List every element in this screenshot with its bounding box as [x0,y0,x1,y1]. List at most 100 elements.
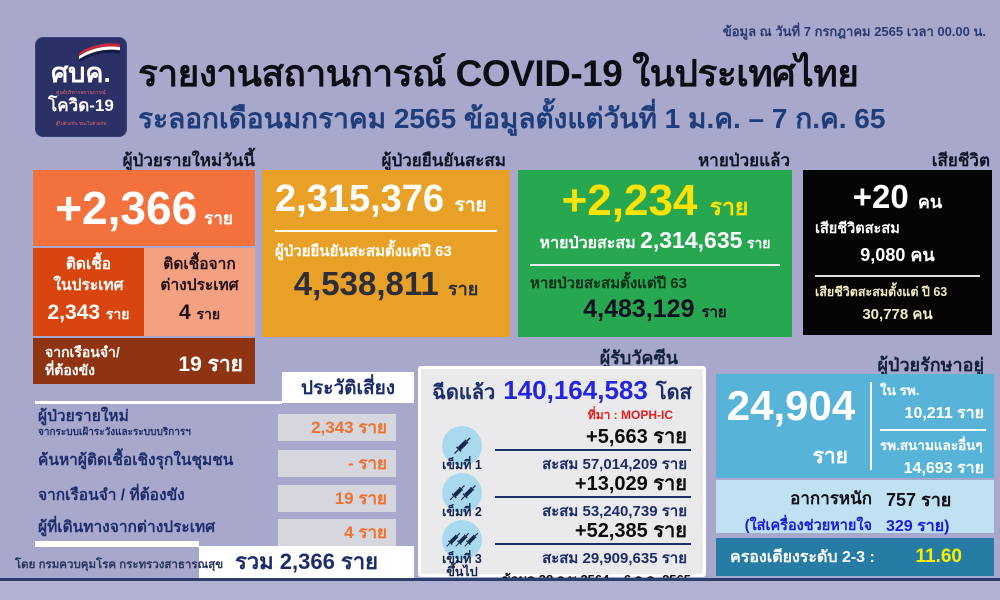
ventilator-value: 329 ราย) [886,518,950,535]
dose3-label: เข็มที่ 3 [442,552,482,566]
hospital-label: ใน รพ. [880,383,920,398]
divider [815,275,980,277]
new-cases-breakdown: ติดเชื้อ ในประเทศ 2,343 ราย ติดเชื้อจาก … [33,248,255,336]
imported-label-2: ต่างประเทศ [160,276,239,294]
treatment-unit: ราย [812,445,848,468]
cumulative-header: ผู้ป่วยยืนยันสะสม [381,151,506,170]
risk-row-label: ผู้ป่วยรายใหม่ จากระบบเฝ้าระวังและระบบบร… [38,408,191,439]
logo-abbr: ศบค. [51,58,111,88]
cumulative-card: 2,315,376 ราย ผู้ป่วยยืนยันสะสมตั้งแต่ปี… [262,170,510,337]
risk-history-header: ประวัติเสี่ยง [282,372,414,403]
imported-label-1: ติดเชื้อจาก [163,256,236,273]
domestic-unit: ราย [105,305,130,322]
dose3-label2: ขึ้นไป [446,565,478,580]
divider [35,541,199,547]
risk-total: รวม 2,366 ราย [199,546,414,578]
field-hospital-value: 14,693 ราย [903,460,984,477]
vaccine-unit: โดส [655,382,692,404]
imported-value: 4 [178,300,191,324]
bottom-strip [0,578,1000,600]
deaths-unit: คน [917,192,943,212]
deaths-header: เสียชีวิต [931,151,990,170]
imported-cases-cell: ติดเชื้อจาก ต่างประเทศ 4 ราย [144,248,255,336]
risk-value-2: 19 ราย [278,485,396,512]
recovered-unit: ราย [709,194,749,220]
thai-flag-icon [77,41,121,66]
prison-label-1: จากเรือนจำ/ [45,343,120,360]
recovered-value: +2,234 [561,176,698,225]
domestic-label-2: ในประเทศ [53,276,124,294]
domestic-label-1: ติดเชื้อ [65,256,112,273]
severe-cases-box: อาการหนัก 757 ราย (ใส่เครื่องช่วยหายใจ 3… [716,480,994,535]
cumulative-since63-label: ผู้ป่วยยืนยันสะสมตั้งแต่ปี 63 [275,243,452,260]
deaths-value: +20 [852,178,909,215]
recovered-since63-label: หายป่วยสะสมตั้งแต่ปี 63 [530,274,687,292]
recovered-cum-unit: ราย [746,234,771,251]
dose1-cum: สะสม 57,014,209 ราย [542,456,687,473]
dose3-row: เข็มที่ 3 ขึ้นไป +52,385 ราย สะสม 29,909… [429,520,695,579]
cumulative-value: 2,315,376 [275,178,445,220]
page-subtitle: ระลอกเดือนมกราคม 2565 ข้อมูลตั้งแต่วันที… [138,103,886,134]
severe-label: อาการหนัก [790,489,872,508]
severe-value: 757 ราย [886,490,952,510]
treatment-card: 24,904 ราย ใน รพ. 10,211 ราย รพ.สนามและอ… [716,374,994,478]
recovered-card: +2,234 ราย หายป่วยสะสม 2,314,635 ราย หาย… [518,170,792,337]
page-title: รายงานสถานการณ์ COVID-19 ในประเทศไทย [138,53,859,94]
risk-value-3: 4 ราย [278,519,396,546]
bed-occupancy-box: ครองเตียงระดับ 2-3 : 11.60 [716,538,994,576]
recovered-cum-label: หายป่วยสะสม [539,234,636,252]
recovered-cum-value: 2,314,635 [640,226,743,253]
new-cases-header: ผู้ป่วยรายใหม่วันนี้ [122,151,255,170]
logo-covid: โควิด-19 [48,96,114,115]
new-cases-unit: ราย [204,209,233,228]
deaths-cum-label: เสียชีวิตสะสม [815,221,900,237]
divider [35,401,282,404]
recovered-since63-value: 4,483,129 [583,294,695,323]
vaccine-injected-label: ฉีดแล้ว [432,382,496,404]
bed-occupancy-value: 11.60 [915,546,963,567]
divider [275,230,497,232]
bed-occupancy-label: ครองเตียงระดับ 2-3 : [730,548,875,566]
updated-timestamp: ข้อมูล ณ วันที่ 7 กรกฎาคม 2565 เวลา 00.0… [722,24,986,39]
imported-unit: ราย [196,305,221,322]
divider [870,382,872,470]
risk-value-0: 2,343 ราย [278,414,396,441]
risk-label-2: จากเรือนจำ / ที่ต้องขัง [38,487,185,504]
treatment-header: ผู้ป่วยรักษาอยู่ [877,355,984,375]
divider [530,263,780,266]
credit-line: โดย กรมควบคุมโรค กระทรวงสาธารณสุข [15,559,224,571]
domestic-cases-cell: ติดเชื้อ ในประเทศ 2,343 ราย [33,248,144,336]
dose1-label: เข็มที่ 1 [442,458,482,472]
dose1-row: เข็มที่ 1 +5,663 ราย สะสม 57,014,209 ราย [429,426,695,473]
dose2-new: +13,029 ราย [495,473,691,498]
risk-label-0: ผู้ป่วยรายใหม่ [38,408,129,425]
syringe-3-icon [442,520,482,560]
cumulative-since63-unit: ราย [447,279,479,299]
logo-motto: สู้ไปด้วยกัน ชนะไปด้วยกัน [55,120,107,126]
dose3-cum: สะสม 29,909,635 ราย [542,550,687,567]
vaccine-header: ผู้รับวัคซีน [599,348,678,368]
new-cases-card: +2,366 ราย [33,170,255,246]
recovered-header: หายป่วยแล้ว [698,151,790,170]
deaths-since63-value: 30,778 คน [862,306,933,323]
prison-label-2: ที่ต้องขัง [45,362,95,378]
risk-sublabel-0: จากระบบเฝ้าระวังและระบบบริการฯ [38,426,191,438]
recovered-since63-unit: ราย [701,303,727,321]
vaccine-source: ที่มา : MOPH-IC [587,408,673,422]
new-cases-value: +2,366 [55,182,198,234]
logo-org: ศูนย์บริหารสถานการณ์ [56,90,106,96]
prison-cases-cell: จากเรือนจำ/ ที่ต้องขัง 19 ราย [33,338,255,384]
deaths-since63-label: เสียชีวิตสะสมตั้งแต่ ปี 63 [815,285,948,299]
risk-label-1: ค้นหาผู้ติดเชื้อเชิงรุกในชุมชน [38,452,234,469]
syringe-2-icon [442,473,482,513]
field-hospital-label: รพ.สนามและอื่นๆ [880,438,983,453]
treatment-value: 24,904 [726,382,856,429]
prison-value: 19 ราย [178,353,243,376]
cumulative-unit: ราย [454,195,487,216]
vaccine-card: ฉีดแล้ว 140,164,583 โดส ที่มา : MOPH-IC … [418,366,706,587]
deaths-card: +20 คน เสียชีวิตสะสม 9,080 คน เสียชีวิตส… [803,170,992,335]
dose3-new: +52,385 ราย [495,520,691,545]
divider [880,429,986,431]
ventilator-label: (ใส่เครื่องช่วยหายใจ [744,518,872,534]
